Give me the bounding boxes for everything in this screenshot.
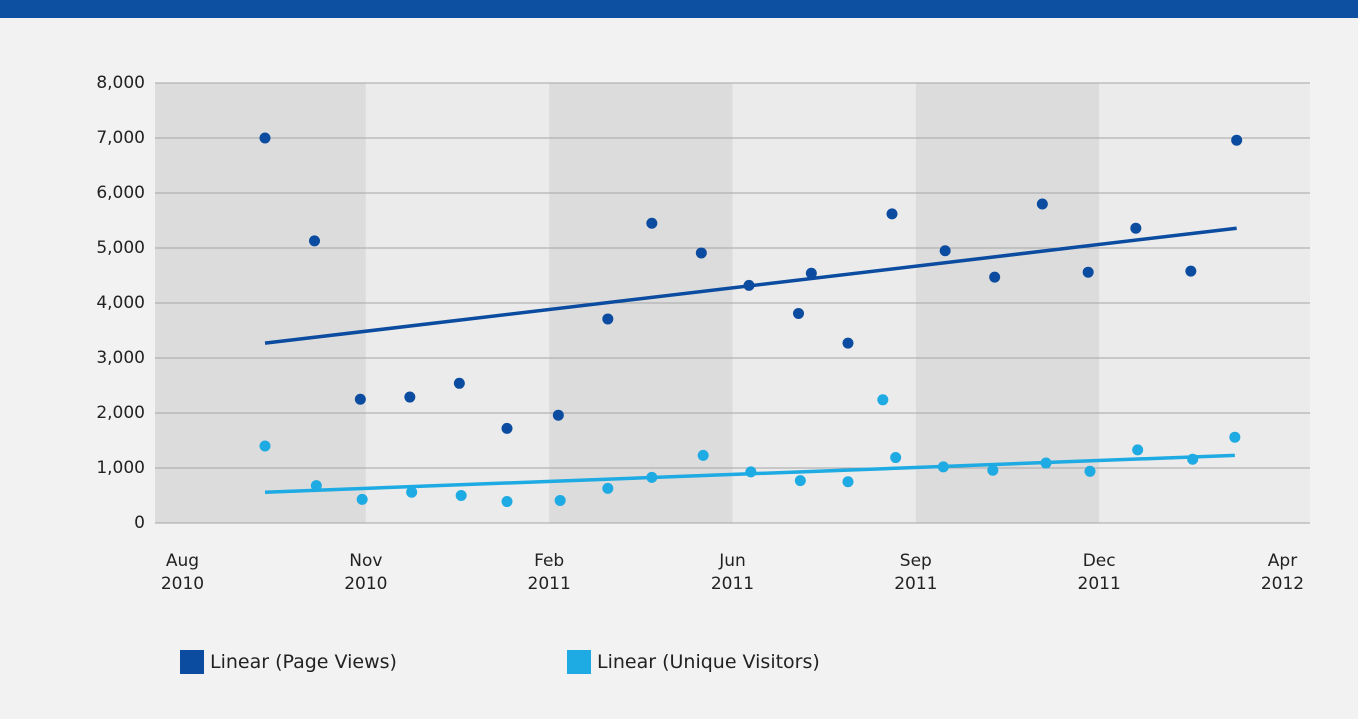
y-tick-label: 8,000 xyxy=(96,73,145,93)
legend-entry: Linear (Page Views) xyxy=(180,650,397,674)
point xyxy=(1082,266,1094,278)
point xyxy=(309,235,320,247)
point xyxy=(552,409,564,421)
point xyxy=(356,493,368,505)
point xyxy=(554,494,566,506)
point xyxy=(1231,134,1243,146)
point xyxy=(1036,198,1048,210)
point xyxy=(989,271,1001,283)
legend-swatch xyxy=(567,650,591,674)
x-tick-label: Sep 2011 xyxy=(894,551,938,594)
legend-swatch xyxy=(180,650,204,674)
point xyxy=(877,394,889,406)
x-tick-label: Aug 2010 xyxy=(160,551,205,594)
point xyxy=(602,313,614,325)
point xyxy=(453,377,465,389)
x-tick-label: Jun 2011 xyxy=(710,551,755,594)
y-tick-label: 5,000 xyxy=(96,238,145,258)
point xyxy=(939,245,951,257)
y-tick-label: 0 xyxy=(134,513,145,533)
legend-entry: Linear (Unique Visitors) xyxy=(567,650,820,674)
point xyxy=(890,452,902,464)
point xyxy=(354,393,366,405)
y-tick-label: 7,000 xyxy=(96,128,145,148)
legend-label: Linear (Page Views) xyxy=(210,651,397,673)
point xyxy=(1185,265,1197,277)
point xyxy=(987,464,999,476)
point xyxy=(1132,444,1144,456)
point xyxy=(602,482,614,494)
point xyxy=(793,307,804,319)
legend-label: Linear (Unique Visitors) xyxy=(597,651,820,673)
x-tick-label: Nov 2010 xyxy=(344,551,388,594)
y-tick-label: 1,000 xyxy=(96,458,145,478)
point xyxy=(1084,465,1096,477)
point xyxy=(404,391,416,403)
point xyxy=(259,132,271,144)
y-tick-label: 2,000 xyxy=(96,403,145,423)
point xyxy=(501,422,513,434)
point xyxy=(842,337,854,349)
point xyxy=(842,476,854,488)
y-tick-label: 3,000 xyxy=(96,348,145,368)
y-tick-label: 4,000 xyxy=(96,293,145,313)
point xyxy=(310,480,322,492)
point xyxy=(455,490,467,501)
point xyxy=(406,486,418,498)
top-bar xyxy=(0,0,1358,18)
x-tick-label: Feb 2011 xyxy=(527,551,571,594)
point xyxy=(259,440,271,452)
point xyxy=(886,208,898,220)
trend-line xyxy=(264,226,1237,345)
point xyxy=(1229,431,1241,443)
trend-line xyxy=(264,453,1235,494)
point xyxy=(646,217,658,229)
point xyxy=(695,247,707,259)
point xyxy=(794,475,806,487)
x-tick-label: Apr 2012 xyxy=(1260,551,1305,594)
y-tick-label: 6,000 xyxy=(96,183,145,203)
point xyxy=(1130,222,1142,234)
point xyxy=(501,496,513,508)
x-tick-label: Dec 2011 xyxy=(1077,551,1121,594)
point xyxy=(697,449,709,461)
point xyxy=(805,267,817,279)
